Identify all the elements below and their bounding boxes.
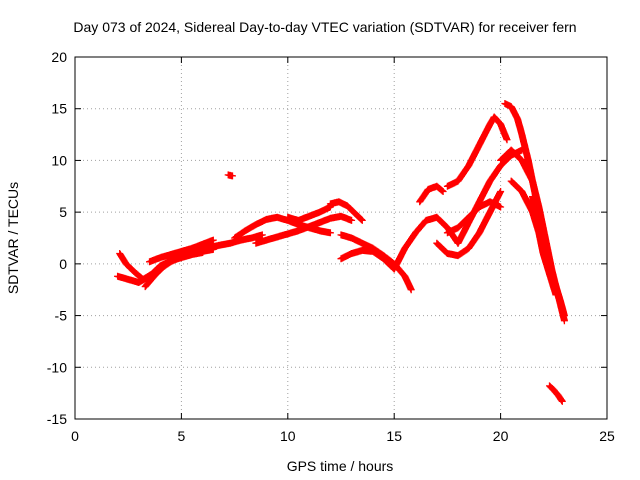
x-tick-label: 5 bbox=[178, 428, 186, 444]
y-tick-label: 0 bbox=[59, 256, 67, 272]
series-arc-h bbox=[284, 203, 334, 224]
axis-ticks: 0 5 10 15 20 25 -15 -10 -5 0 5 10 15 20 bbox=[47, 49, 615, 444]
y-tick-label: -10 bbox=[47, 359, 67, 375]
point-markers bbox=[146, 236, 217, 266]
x-axis-label: GPS time / hours bbox=[287, 458, 394, 474]
series-arc-j bbox=[337, 231, 415, 294]
y-axis-label: SDTVAR / TECUs bbox=[5, 182, 21, 294]
point-markers bbox=[390, 213, 462, 273]
y-tick-label: 10 bbox=[51, 152, 67, 168]
point-markers bbox=[443, 113, 511, 190]
point-markers bbox=[416, 182, 447, 206]
y-tick-label: 5 bbox=[59, 204, 67, 220]
point-markers bbox=[326, 198, 366, 224]
series-arc-q bbox=[454, 146, 526, 247]
point-markers bbox=[252, 212, 356, 247]
series-arc-l bbox=[390, 213, 462, 273]
x-tick-label: 15 bbox=[386, 428, 402, 444]
series-arc-c bbox=[141, 231, 266, 291]
point-markers bbox=[224, 171, 236, 180]
point-markers bbox=[141, 231, 266, 291]
y-tick-label: 15 bbox=[51, 101, 67, 117]
series-arc-m bbox=[416, 182, 447, 206]
series-arc-k bbox=[337, 246, 398, 273]
y-tick-label: -15 bbox=[47, 411, 67, 427]
data-points bbox=[114, 100, 568, 405]
x-tick-label: 10 bbox=[280, 428, 296, 444]
y-tick-label: 20 bbox=[51, 49, 67, 65]
point-markers bbox=[546, 382, 566, 405]
point-markers bbox=[337, 246, 398, 273]
series-arc-p bbox=[443, 113, 511, 190]
series-arc-u bbox=[529, 193, 558, 288]
series-arc-i bbox=[326, 198, 366, 224]
series-arc-e bbox=[224, 171, 236, 180]
point-markers bbox=[337, 231, 415, 294]
series-arc-v bbox=[546, 382, 566, 405]
x-tick-label: 25 bbox=[599, 428, 615, 444]
point-markers bbox=[454, 146, 526, 247]
point-markers bbox=[529, 193, 558, 288]
point-markers bbox=[284, 203, 334, 224]
plot-frame bbox=[74, 56, 608, 420]
x-tick-label: 0 bbox=[71, 428, 79, 444]
x-tick-label: 20 bbox=[493, 428, 509, 444]
series-arc-g bbox=[252, 212, 356, 247]
chart-title: Day 073 of 2024, Sidereal Day-to-day VTE… bbox=[73, 19, 576, 35]
y-tick-label: -5 bbox=[55, 308, 68, 324]
series-arc-d bbox=[146, 236, 217, 266]
